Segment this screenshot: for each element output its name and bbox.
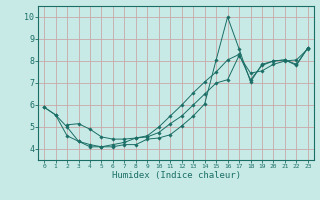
X-axis label: Humidex (Indice chaleur): Humidex (Indice chaleur) xyxy=(111,171,241,180)
